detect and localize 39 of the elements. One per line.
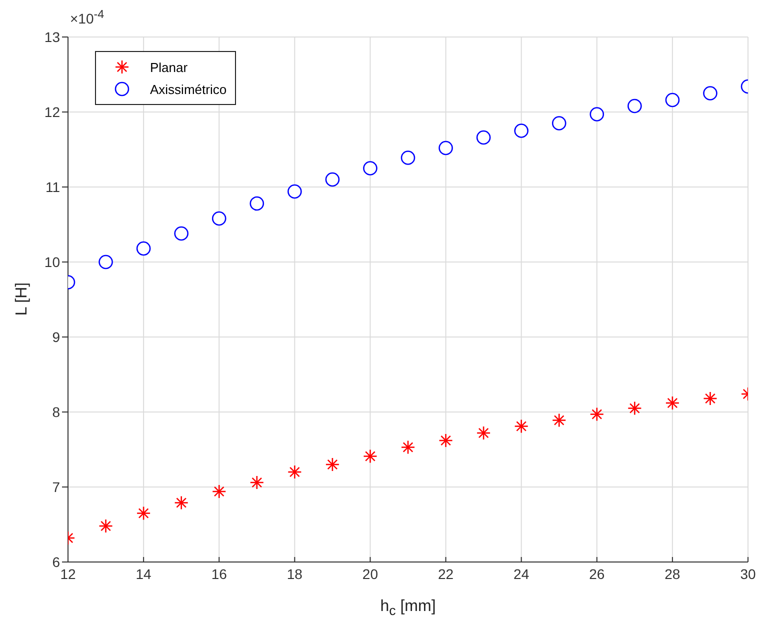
x-tick-label: 26 — [589, 566, 605, 582]
y-tick-label: 7 — [52, 478, 60, 495]
point — [514, 124, 528, 138]
point — [552, 116, 566, 130]
y-axis-title: L [H] — [13, 280, 31, 318]
x-tick-label: 22 — [438, 566, 454, 582]
x-tick-label: 18 — [286, 566, 303, 582]
point — [400, 150, 416, 165]
legend-label: Planar — [150, 60, 188, 74]
point — [438, 140, 453, 156]
point — [628, 98, 642, 114]
x-tick-label: 24 — [514, 566, 530, 582]
x-tick-label: 16 — [211, 566, 228, 582]
y-tick-label: 12 — [44, 104, 60, 120]
point — [325, 172, 340, 187]
point — [212, 211, 226, 226]
x-tick-label: 28 — [664, 566, 680, 582]
point — [136, 241, 151, 256]
point — [250, 196, 264, 211]
point — [98, 254, 113, 270]
point — [665, 92, 680, 108]
point — [363, 161, 378, 176]
y-tick-label: 6 — [52, 554, 60, 570]
x-tick-label: 30 — [740, 566, 756, 582]
y-tick-label: 8 — [52, 404, 60, 420]
point — [590, 107, 604, 122]
x-tick-label: 14 — [136, 566, 152, 582]
point — [174, 226, 188, 241]
legend-label: Axissimétrico — [150, 82, 227, 96]
y-tick-label: 10 — [44, 254, 60, 270]
text: ×10$^{-4}$ — [70, 8, 104, 27]
point — [703, 86, 718, 100]
y-tick-label: 11 — [45, 178, 60, 195]
x-tick-label: 20 — [362, 566, 378, 582]
point — [288, 184, 302, 199]
x-axis-title: h$_{c}$ [mm] — [379, 598, 437, 618]
point — [476, 130, 491, 145]
y-tick-label: 13 — [44, 28, 60, 45]
y-tick-label: 9 — [52, 328, 60, 345]
